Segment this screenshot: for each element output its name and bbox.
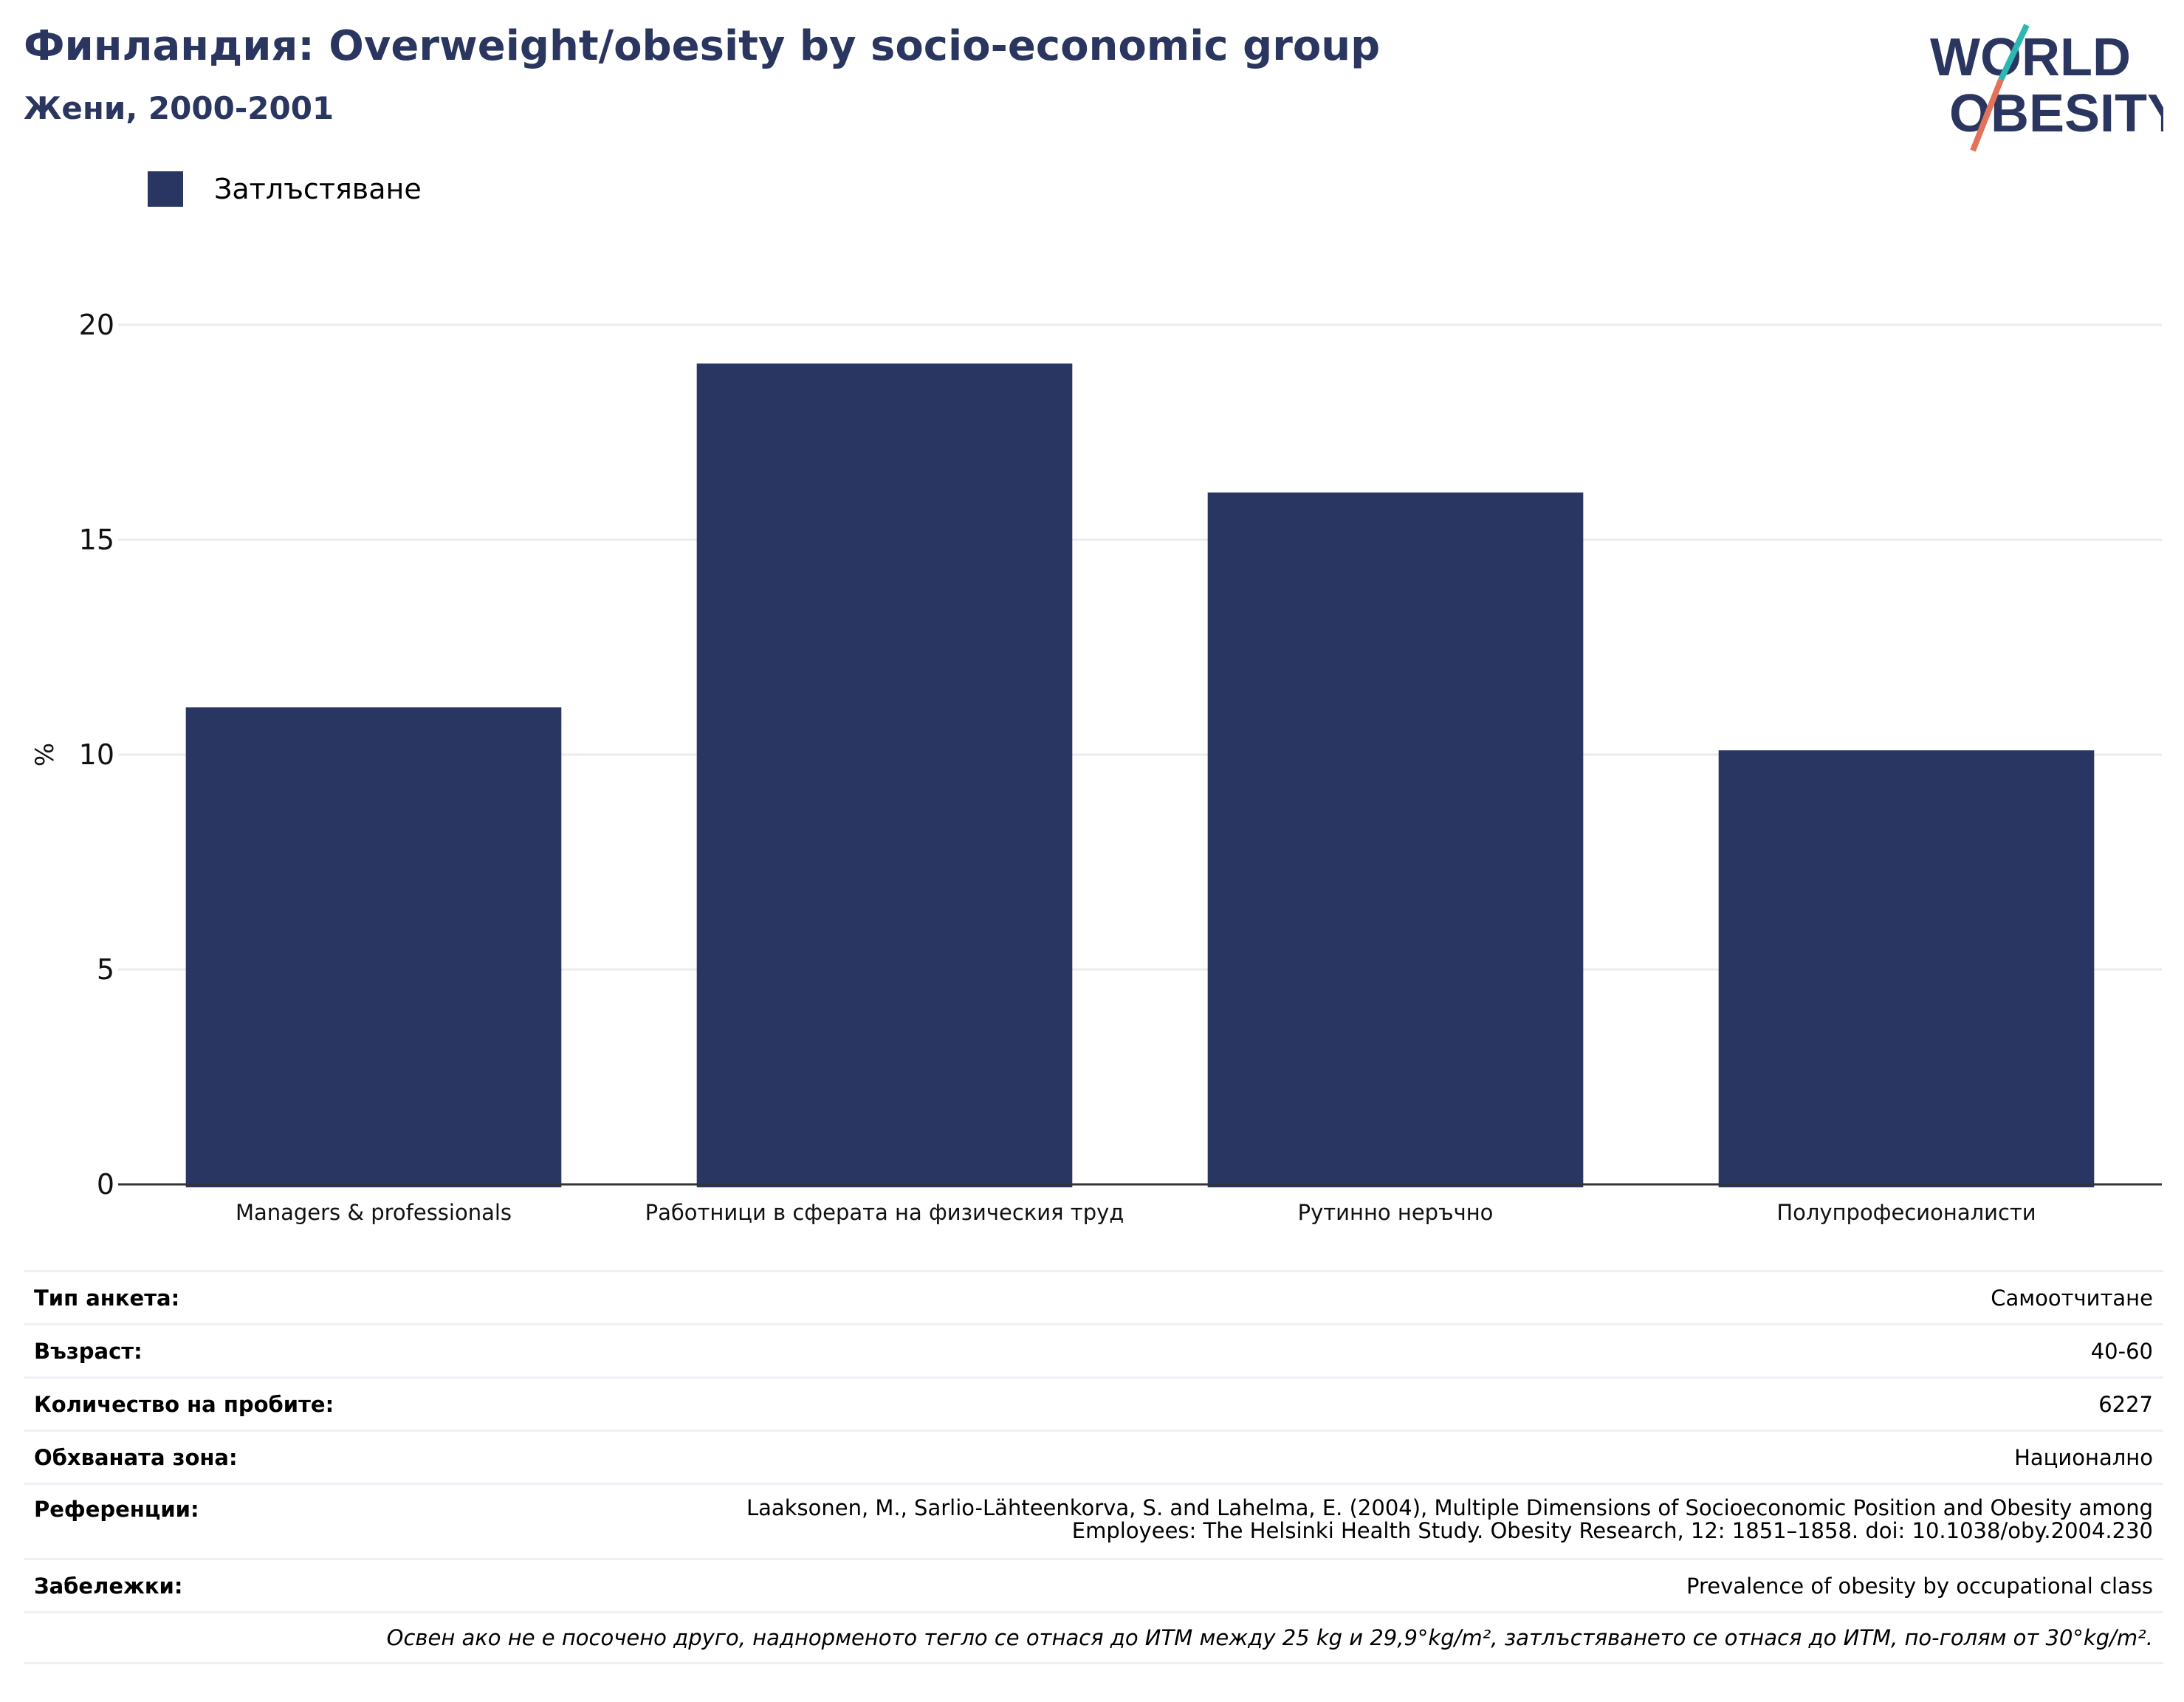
metadata-row: Тип анкета: Самоотчитане — [24, 1270, 2163, 1323]
chart-title: Финландия: Overweight/obesity by socio-e… — [24, 22, 1381, 70]
logo-slash-teal — [1998, 24, 2030, 81]
x-tick-label: Рутинно неръчно — [1298, 1200, 1494, 1225]
bar — [185, 707, 562, 1187]
metadata-label: Забележки: — [34, 1573, 183, 1599]
metadata-value: Самоотчитане — [1991, 1285, 2153, 1311]
y-axis-label: % — [30, 743, 60, 766]
metadata-row: Възраст: 40-60 — [24, 1323, 2163, 1376]
bar — [696, 363, 1073, 1187]
logo-slash-coral — [1970, 78, 2004, 152]
legend-label: Затлъстяване — [214, 173, 422, 205]
metadata-label: Тип анкета: — [34, 1285, 180, 1311]
x-tick-label: Managers & professionals — [236, 1200, 512, 1225]
y-tick-label: 10 — [79, 738, 114, 771]
bar — [1207, 492, 1584, 1187]
y-tick-label: 15 — [79, 524, 114, 556]
metadata-value: Национално — [2014, 1444, 2153, 1470]
x-tick-label: Полупрофесионалисти — [1776, 1200, 2036, 1225]
x-tick-label: Работници в сферата на физическия труд — [645, 1200, 1124, 1225]
legend-swatch — [148, 171, 183, 207]
bar — [1718, 750, 2095, 1187]
metadata-value: 40-60 — [2090, 1338, 2153, 1364]
footnote: Освен ако не е посочено друго, наднормен… — [386, 1625, 2153, 1650]
metadata-value: 6227 — [2098, 1391, 2153, 1417]
metadata-label: Референции: — [34, 1497, 199, 1522]
legend: Затлъстяване — [148, 171, 422, 207]
metadata-row: Обхваната зона: Национално — [24, 1430, 2163, 1483]
chart-subtitle: Жени, 2000-2001 — [24, 90, 334, 126]
metadata-value: Laaksonen, M., Sarlio-Lähteenkorva, S. a… — [746, 1495, 2153, 1543]
metadata-table: Тип анкета: Самоотчитане Възраст: 40-60 Коли… — [24, 1270, 2163, 1664]
metadata-label: Количество на пробите: — [34, 1391, 334, 1417]
world-obesity-logo: WORLD OBESITY — [1930, 24, 2163, 152]
metadata-label: Обхваната зона: — [34, 1444, 238, 1470]
y-tick-label: 20 — [79, 309, 114, 341]
bar-chart: 0 5 10 15 20% Managers & professionals Работни… — [30, 309, 2162, 1225]
metadata-row: Референции: Laaksonen, M., Sarlio-Lähteen… — [24, 1483, 2163, 1558]
logo-text-world: WORLD — [1930, 28, 2131, 87]
footnote-row: Освен ако не е посочено друго, наднормен… — [24, 1611, 2163, 1664]
metadata-value: Prevalence of obesity by occupational cl… — [1686, 1573, 2153, 1599]
metadata-label: Възраст: — [34, 1338, 142, 1364]
y-tick-label: 0 — [97, 1168, 114, 1201]
metadata-row: Количество на пробите: 6227 — [24, 1376, 2163, 1430]
y-tick-label: 5 — [97, 953, 114, 986]
metadata-row: Забележки: Prevalence of obesity by occup… — [24, 1558, 2163, 1611]
